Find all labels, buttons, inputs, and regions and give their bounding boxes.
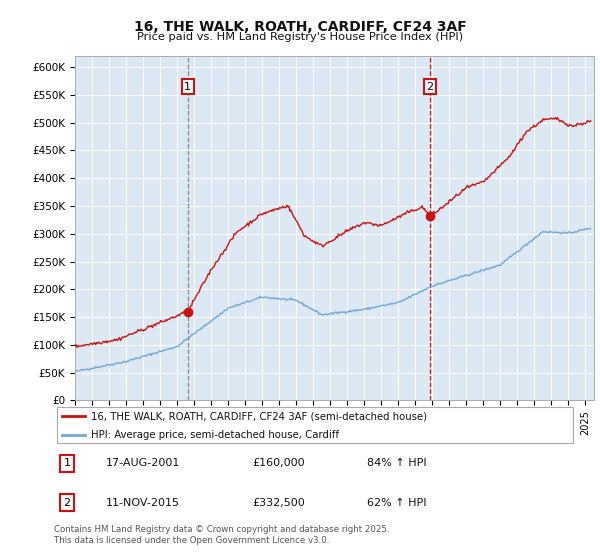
Text: 11-NOV-2015: 11-NOV-2015 bbox=[106, 498, 180, 507]
Text: HPI: Average price, semi-detached house, Cardiff: HPI: Average price, semi-detached house,… bbox=[91, 430, 338, 440]
Text: 16, THE WALK, ROATH, CARDIFF, CF24 3AF (semi-detached house): 16, THE WALK, ROATH, CARDIFF, CF24 3AF (… bbox=[91, 411, 427, 421]
Text: Price paid vs. HM Land Registry's House Price Index (HPI): Price paid vs. HM Land Registry's House … bbox=[137, 32, 463, 43]
FancyBboxPatch shape bbox=[56, 407, 574, 443]
Text: 62% ↑ HPI: 62% ↑ HPI bbox=[367, 498, 427, 507]
Text: £160,000: £160,000 bbox=[253, 459, 305, 468]
Text: 16, THE WALK, ROATH, CARDIFF, CF24 3AF: 16, THE WALK, ROATH, CARDIFF, CF24 3AF bbox=[134, 20, 466, 34]
Text: 2: 2 bbox=[427, 82, 434, 91]
Text: 2: 2 bbox=[64, 498, 71, 507]
Text: 1: 1 bbox=[64, 459, 71, 468]
Text: 84% ↑ HPI: 84% ↑ HPI bbox=[367, 459, 427, 468]
Text: 1: 1 bbox=[184, 82, 191, 91]
Text: Contains HM Land Registry data © Crown copyright and database right 2025.
This d: Contains HM Land Registry data © Crown c… bbox=[54, 525, 389, 545]
Text: £332,500: £332,500 bbox=[253, 498, 305, 507]
Text: 17-AUG-2001: 17-AUG-2001 bbox=[106, 459, 181, 468]
